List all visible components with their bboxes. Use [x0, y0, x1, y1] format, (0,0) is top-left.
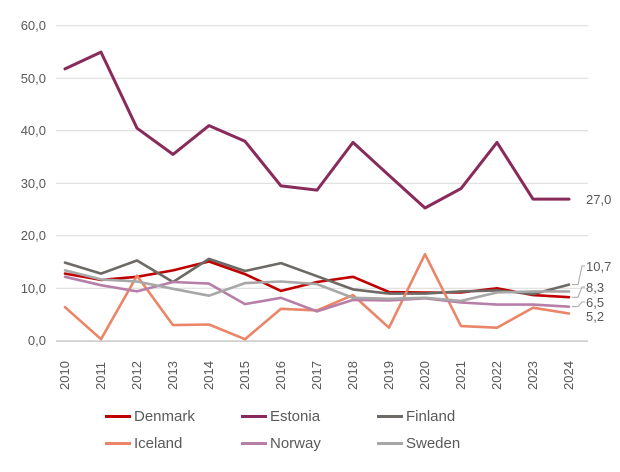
x-tick-label: 2017 — [309, 361, 324, 390]
legend: Denmark Estonia Finland Iceland Norway Sweden — [105, 403, 515, 457]
x-tick-label: 2015 — [237, 361, 252, 390]
legend-line-swatch — [241, 442, 267, 445]
y-tick-label: 0,0 — [27, 333, 46, 349]
x-tick-label: 2012 — [129, 361, 144, 390]
x-tick-label: 2011 — [93, 362, 108, 390]
leader-line-finland — [572, 265, 585, 286]
leader-line-norway — [572, 301, 585, 308]
x-tick-label: 2016 — [273, 361, 288, 390]
legend-item-estonia: Estonia — [241, 403, 377, 430]
legend-line-swatch — [105, 442, 131, 445]
legend-item-iceland: Iceland — [105, 430, 241, 457]
x-tick-label: 2013 — [165, 361, 180, 390]
series-line-finland — [63, 257, 571, 296]
series-line-iceland — [63, 252, 571, 341]
legend-label: Finland — [406, 408, 456, 425]
series-line-sweden — [63, 269, 571, 303]
y-tick-label: 30,0 — [20, 175, 46, 191]
end-label-iceland: 5,2 — [586, 309, 605, 324]
y-tick-label: 20,0 — [20, 228, 46, 244]
x-tick-label: 2023 — [525, 361, 540, 390]
x-tick-label: 2024 — [561, 361, 576, 390]
x-tick-label: 2018 — [345, 361, 360, 390]
legend-item-sweden: Sweden — [377, 430, 513, 457]
legend-line-swatch — [241, 415, 267, 418]
x-tick-label: 2014 — [201, 361, 216, 390]
legend-label: Iceland — [134, 435, 183, 452]
leader-line-denmark — [572, 286, 585, 298]
series-line-norway — [63, 275, 571, 313]
legend-line-swatch — [377, 415, 403, 418]
legend-line-swatch — [105, 415, 131, 418]
y-tick-label: 40,0 — [20, 123, 46, 139]
legend-item-norway: Norway — [241, 430, 377, 457]
end-label-estonia: 27,0 — [586, 192, 612, 207]
y-tick-label: 50,0 — [20, 70, 46, 86]
x-tick-label: 2010 — [57, 361, 72, 390]
legend-item-denmark: Denmark — [105, 403, 241, 430]
y-tick-label: 60,0 — [20, 18, 46, 34]
legend-label: Estonia — [270, 408, 321, 425]
legend-item-finland: Finland — [377, 403, 513, 430]
legend-label: Norway — [270, 435, 321, 452]
x-tick-label: 2022 — [489, 361, 504, 390]
end-label-norway: 6,5 — [586, 295, 605, 310]
x-tick-label: 2021 — [453, 361, 468, 390]
x-tick-label: 2019 — [381, 361, 396, 390]
series-line-estonia — [63, 50, 571, 210]
x-tick-label: 2020 — [417, 361, 432, 390]
legend-label: Sweden — [406, 435, 461, 452]
y-tick-label: 10,0 — [20, 280, 46, 296]
legend-label: Denmark — [134, 408, 195, 425]
end-label-finland: 10,7 — [586, 259, 612, 274]
legend-line-swatch — [377, 442, 403, 445]
end-label-denmark: 8,3 — [586, 280, 605, 295]
